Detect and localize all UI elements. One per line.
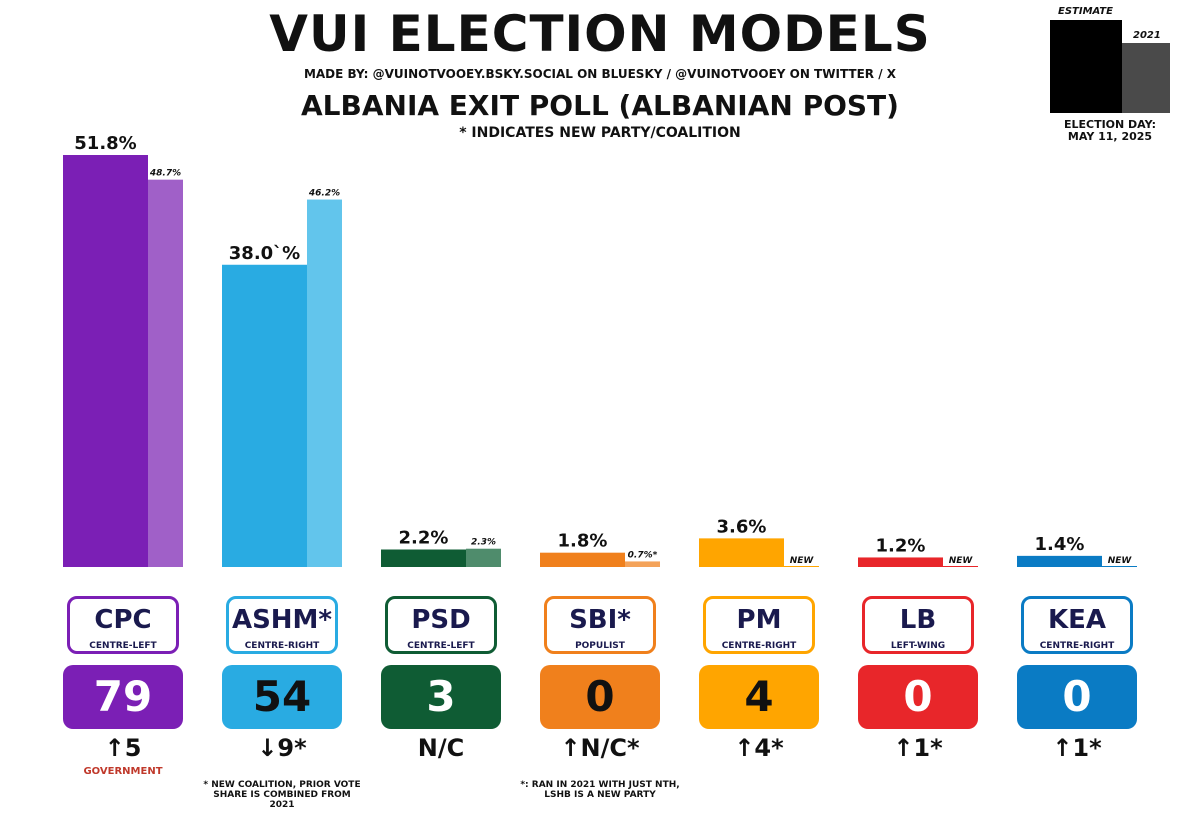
bar-estimate-kea (1017, 555, 1102, 567)
election-day-label: ELECTION DAY: (1063, 118, 1157, 131)
label-2021-sbi: 0.7%* (628, 550, 658, 560)
party-name: ASHM* (231, 605, 333, 635)
party-name: PM (736, 605, 782, 635)
bar-2021-pm (784, 566, 819, 567)
party-box-ashm: ASHM* CENTRE-RIGHT (226, 596, 338, 654)
legend-2021-label: 2021 (1133, 30, 1161, 41)
seat-change-ashm: ↓9* (257, 734, 307, 762)
bar-2021-ashm (307, 199, 342, 568)
party-box-lb: LB LEFT-WING (862, 596, 974, 654)
party-name: SBI* (569, 605, 631, 635)
label-2021-psd: 2.3% (471, 538, 496, 548)
party-name: CPC (94, 605, 152, 635)
party-ideology: CENTRE-LEFT (407, 641, 475, 651)
party-ideology: CENTRE-RIGHT (1039, 641, 1115, 651)
party-box-psd: PSD CENTRE-LEFT (385, 596, 497, 654)
party-box-cpc: CPC CENTRE-LEFT (67, 596, 179, 654)
bar-estimate-cpc (63, 155, 148, 567)
label-estimate-psd: 2.2% (399, 528, 449, 549)
seat-change-psd: N/C (417, 734, 465, 762)
footnote-cpc: GOVERNMENT (83, 766, 163, 777)
label-2021-lb: NEW (949, 556, 974, 566)
seat-count-cpc: 79 (63, 665, 183, 729)
chart-title: VUI ELECTION MODELS (269, 5, 931, 63)
seat-count-pm: 4 (699, 665, 819, 729)
bar-2021-kea (1102, 566, 1137, 567)
legend-estimate-swatch (1050, 20, 1122, 113)
bar-estimate-ashm (222, 264, 307, 567)
label-estimate-sbi: 1.8% (558, 531, 608, 552)
party-name: PSD (411, 605, 471, 635)
seat-change-pm: ↑4* (734, 734, 784, 762)
seat-count-sbi: 0 (540, 665, 660, 729)
seat-count-psd: 3 (381, 665, 501, 729)
legend-estimate-label: ESTIMATE (1058, 6, 1113, 17)
bar-estimate-lb (858, 557, 943, 567)
poll-subtitle: ALBANIA EXIT POLL (ALBANIAN POST) (301, 89, 899, 122)
new-party-note: * INDICATES NEW PARTY/COALITION (459, 125, 741, 141)
bar-2021-psd (466, 548, 501, 567)
bar-estimate-pm (699, 538, 784, 567)
label-estimate-ashm: 38.0`% (229, 243, 300, 264)
party-box-kea: KEA CENTRE-RIGHT (1021, 596, 1133, 654)
seat-change-sbi: ↑N/C* (560, 734, 640, 762)
bar-estimate-psd (381, 549, 466, 567)
party-ideology: CENTRE-RIGHT (244, 641, 320, 651)
party-ideology: POPULIST (575, 641, 625, 651)
label-estimate-kea: 1.4% (1035, 534, 1085, 555)
party-name: LB (899, 605, 937, 635)
label-2021-pm: NEW (790, 556, 815, 566)
seat-count-ashm: 54 (222, 665, 342, 729)
made-by-credit: MADE BY: @VUINOTVOOEY.BSKY.SOCIAL ON BLU… (303, 67, 897, 81)
label-2021-ashm: 46.2% (308, 189, 340, 199)
label-estimate-cpc: 51.8% (74, 133, 136, 154)
seat-change-lb: ↑1* (893, 734, 943, 762)
bar-estimate-sbi (540, 552, 625, 567)
bar-2021-cpc (148, 179, 183, 567)
party-ideology: LEFT-WING (890, 641, 946, 651)
label-2021-kea: NEW (1108, 556, 1133, 566)
label-2021-cpc: 48.7% (149, 169, 181, 179)
bar-2021-lb (943, 566, 978, 567)
legend-2021-swatch (1122, 43, 1170, 113)
label-estimate-lb: 1.2% (876, 535, 926, 556)
party-name: KEA (1047, 605, 1107, 635)
bar-2021-sbi (625, 561, 660, 567)
party-box-pm: PM CENTRE-RIGHT (703, 596, 815, 654)
footnote-sbi: *: RAN IN 2021 WITH JUST NTH, LSHB IS A … (520, 780, 680, 800)
party-box-sbi: SBI* POPULIST (544, 596, 656, 654)
seat-count-lb: 0 (858, 665, 978, 729)
party-ideology: CENTRE-RIGHT (721, 641, 797, 651)
seat-change-kea: ↑1* (1052, 734, 1102, 762)
seat-count-kea: 0 (1017, 665, 1137, 729)
election-day-date: MAY 11, 2025 (1067, 130, 1153, 143)
label-estimate-pm: 3.6% (717, 516, 767, 537)
party-ideology: CENTRE-LEFT (89, 641, 157, 651)
footnote-ashm: * NEW COALITION, PRIOR VOTE SHARE IS COM… (203, 780, 361, 810)
seat-change-cpc: ↑5 (104, 734, 142, 762)
